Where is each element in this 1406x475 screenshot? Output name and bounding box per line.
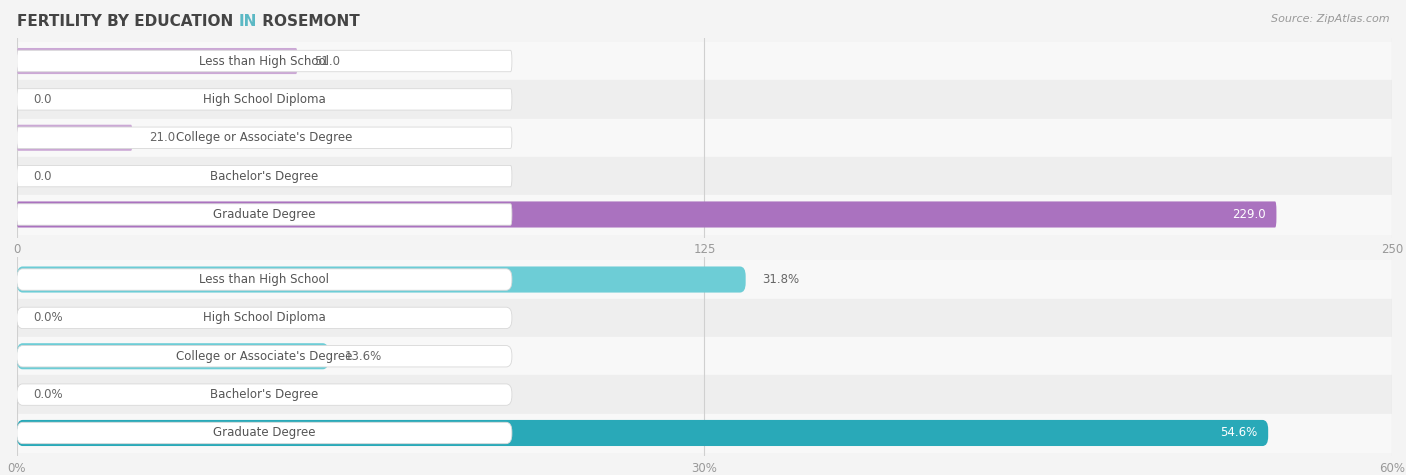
FancyBboxPatch shape (17, 204, 512, 225)
FancyBboxPatch shape (17, 125, 132, 151)
FancyBboxPatch shape (17, 50, 512, 72)
Text: FERTILITY BY EDUCATION: FERTILITY BY EDUCATION (17, 14, 239, 29)
Text: 0.0%: 0.0% (34, 312, 63, 324)
Bar (17, 260, 1392, 299)
Text: College or Associate's Degree: College or Associate's Degree (176, 131, 353, 144)
Text: 13.6%: 13.6% (344, 350, 382, 363)
Text: Less than High School: Less than High School (200, 273, 329, 286)
Text: College or Associate's Degree: College or Associate's Degree (176, 350, 353, 363)
FancyBboxPatch shape (17, 343, 329, 369)
Text: 0.0: 0.0 (34, 170, 52, 182)
Text: 21.0: 21.0 (149, 131, 174, 144)
Text: ROSEMONT: ROSEMONT (257, 14, 360, 29)
FancyBboxPatch shape (17, 345, 512, 367)
FancyBboxPatch shape (17, 420, 1268, 446)
Bar (17, 375, 1392, 414)
Bar (17, 299, 1392, 337)
Text: Bachelor's Degree: Bachelor's Degree (211, 388, 319, 401)
Bar (17, 119, 1392, 157)
FancyBboxPatch shape (17, 422, 512, 444)
Text: 31.8%: 31.8% (762, 273, 799, 286)
Bar (17, 337, 1392, 375)
FancyBboxPatch shape (17, 127, 512, 149)
FancyBboxPatch shape (17, 89, 512, 110)
Text: 54.6%: 54.6% (1220, 427, 1257, 439)
Text: Bachelor's Degree: Bachelor's Degree (211, 170, 319, 182)
Text: Source: ZipAtlas.com: Source: ZipAtlas.com (1271, 14, 1389, 24)
Text: 229.0: 229.0 (1232, 208, 1265, 221)
Text: Graduate Degree: Graduate Degree (214, 208, 315, 221)
FancyBboxPatch shape (17, 165, 512, 187)
Text: Graduate Degree: Graduate Degree (214, 427, 315, 439)
FancyBboxPatch shape (17, 201, 1277, 228)
Text: 0.0%: 0.0% (34, 388, 63, 401)
Bar (17, 80, 1392, 119)
Text: IN: IN (239, 14, 257, 29)
FancyBboxPatch shape (17, 266, 745, 293)
FancyBboxPatch shape (17, 269, 512, 290)
Text: High School Diploma: High School Diploma (202, 93, 326, 106)
Text: 0.0: 0.0 (34, 93, 52, 106)
Bar (17, 414, 1392, 452)
Text: High School Diploma: High School Diploma (202, 312, 326, 324)
Bar (17, 195, 1392, 234)
FancyBboxPatch shape (17, 48, 298, 74)
FancyBboxPatch shape (17, 307, 512, 329)
Text: 51.0: 51.0 (314, 55, 340, 67)
Text: Less than High School: Less than High School (200, 55, 329, 67)
FancyBboxPatch shape (17, 384, 512, 405)
Bar (17, 42, 1392, 80)
Bar (17, 157, 1392, 195)
